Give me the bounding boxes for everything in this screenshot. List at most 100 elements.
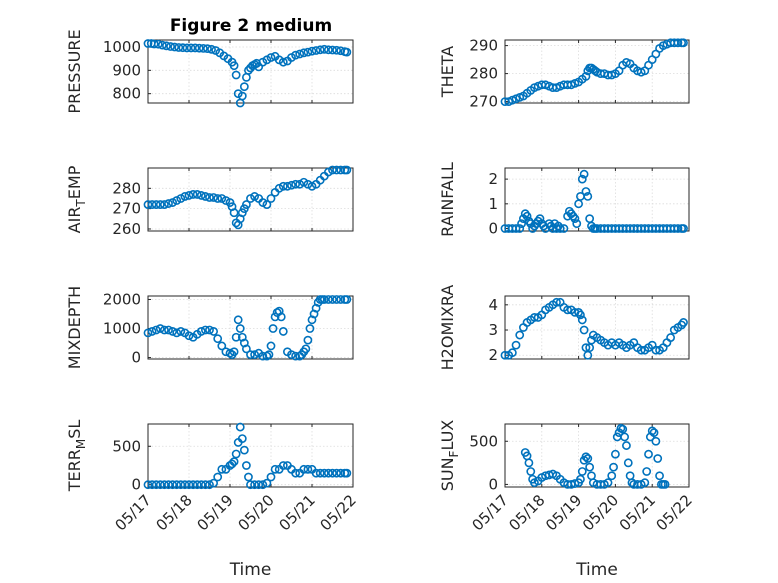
- x-tick-label: 05/22: [653, 491, 696, 534]
- data-point: [622, 441, 631, 450]
- data-point: [303, 335, 313, 345]
- data-point: [217, 341, 227, 351]
- data-point: [679, 224, 688, 233]
- x-tick-label: 05/20: [579, 491, 622, 534]
- data-point: [147, 480, 157, 490]
- data-point: [647, 426, 657, 436]
- data-point: [585, 462, 595, 472]
- data-point: [209, 478, 218, 488]
- x-tick-label: 05/18: [505, 491, 548, 534]
- data-point: [336, 165, 346, 175]
- data-point: [323, 45, 333, 55]
- data-point: [217, 464, 227, 474]
- axes-box: [147, 167, 354, 232]
- data-point: [229, 208, 239, 218]
- data-point: [168, 480, 177, 490]
- data-point: [170, 42, 180, 52]
- data-point: [192, 190, 202, 199]
- data-point: [511, 340, 521, 350]
- data-point: [278, 181, 288, 191]
- data-point: [291, 50, 300, 60]
- data-point: [581, 187, 591, 196]
- data-point: [323, 468, 333, 478]
- data-point: [209, 327, 218, 336]
- data-point: [649, 428, 659, 438]
- data-point: [174, 43, 184, 52]
- x-tick-label: 05/21: [276, 491, 319, 534]
- data-point: [282, 181, 292, 191]
- data-point: [328, 468, 337, 478]
- data-point: [577, 467, 587, 476]
- data-point: [164, 325, 173, 335]
- data-point: [266, 194, 276, 203]
- data-point: [237, 91, 247, 101]
- y-axis-label: AIRTEMP: [65, 165, 88, 233]
- data-point: [587, 471, 596, 481]
- data-point: [507, 348, 517, 358]
- data-point: [270, 464, 280, 474]
- axes-box: [147, 423, 354, 488]
- y-tick-label: 1000: [103, 320, 141, 338]
- data-point: [287, 350, 296, 360]
- data-point: [159, 480, 169, 490]
- x-axis-label: Time: [575, 560, 618, 580]
- data-point: [303, 464, 313, 474]
- data-point: [572, 219, 582, 228]
- data-point: [526, 467, 536, 476]
- y-axis-label: RAINFALL: [438, 162, 457, 237]
- data-point: [196, 191, 206, 200]
- y-axis-label: SUNFLUX: [438, 420, 461, 492]
- x-tick-label: 05/18: [153, 491, 196, 534]
- subplot-8: 0 500 SUNFLUX 05/1705/1805/1905/2005/2105/2…: [438, 420, 696, 580]
- data-point: [178, 43, 188, 53]
- data-point: [299, 48, 309, 58]
- data-point: [623, 458, 633, 468]
- data-point: [627, 478, 637, 488]
- data-point: [239, 82, 249, 92]
- y-axis-label-tail: SL: [65, 420, 84, 439]
- data-point: [611, 449, 620, 459]
- data-point: [276, 312, 286, 322]
- y-axis-label: THETA: [438, 46, 457, 98]
- y-tick-label: 270: [469, 93, 498, 111]
- data-point: [609, 462, 618, 472]
- data-point: [570, 479, 580, 488]
- data-point: [535, 214, 545, 224]
- data-point: [515, 224, 525, 233]
- data-point: [213, 194, 223, 203]
- data-point: [577, 315, 587, 325]
- data-point: [188, 190, 198, 199]
- data-point: [511, 224, 521, 233]
- data-point: [679, 318, 688, 327]
- data-point: [278, 461, 288, 470]
- data-point: [172, 480, 182, 490]
- x-tick-label: 05/19: [542, 491, 585, 534]
- data-point: [213, 472, 223, 482]
- data-point: [585, 214, 595, 224]
- data-point: [180, 480, 190, 490]
- data-point: [231, 332, 241, 342]
- data-point: [151, 480, 161, 490]
- data-point: [262, 200, 272, 209]
- data-point: [581, 72, 591, 81]
- data-point: [147, 200, 157, 209]
- axes-box: [147, 39, 354, 104]
- y-tick-label: 3: [488, 321, 498, 339]
- y-tick-label: 2: [488, 346, 498, 364]
- data-point: [319, 468, 329, 478]
- data-point: [552, 297, 561, 307]
- data-point: [576, 474, 585, 484]
- data-point: [660, 480, 670, 489]
- data-point: [231, 70, 241, 80]
- data-point: [679, 38, 688, 48]
- data-point: [278, 57, 288, 67]
- data-point: [151, 200, 161, 209]
- data-point: [524, 458, 534, 468]
- data-point: [563, 305, 572, 315]
- data-point: [250, 480, 259, 490]
- data-point: [157, 40, 167, 50]
- data-point: [246, 480, 255, 490]
- data-point: [295, 49, 305, 59]
- y-tick-label: 800: [112, 85, 141, 103]
